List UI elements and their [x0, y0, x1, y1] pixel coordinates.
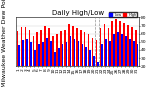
Bar: [54, 52, 56, 82]
Bar: [97, 62, 99, 82]
Bar: [137, 44, 139, 82]
Bar: [89, 50, 91, 82]
Bar: [101, 44, 103, 82]
Bar: [85, 47, 87, 82]
Bar: [105, 39, 107, 82]
Legend: Low, High: Low, High: [109, 12, 137, 17]
Bar: [74, 39, 75, 82]
Bar: [18, 45, 20, 82]
Bar: [115, 19, 117, 82]
Bar: [108, 28, 109, 82]
Bar: [135, 30, 137, 82]
Bar: [104, 24, 105, 82]
Bar: [80, 30, 82, 82]
Bar: [112, 21, 113, 82]
Bar: [32, 36, 34, 82]
Bar: [88, 34, 89, 82]
Bar: [50, 41, 52, 82]
Bar: [121, 34, 123, 82]
Bar: [66, 42, 67, 82]
Bar: [78, 41, 79, 82]
Bar: [123, 23, 125, 82]
Bar: [17, 31, 18, 82]
Bar: [68, 24, 70, 82]
Bar: [52, 36, 54, 82]
Bar: [131, 27, 133, 82]
Bar: [46, 38, 48, 82]
Bar: [64, 30, 66, 82]
Bar: [119, 21, 121, 82]
Bar: [56, 34, 58, 82]
Bar: [82, 44, 83, 82]
Bar: [58, 48, 60, 82]
Bar: [28, 30, 30, 82]
Bar: [129, 39, 131, 82]
Bar: [34, 50, 36, 82]
Bar: [76, 28, 78, 82]
Bar: [26, 39, 28, 82]
Bar: [133, 41, 135, 82]
Bar: [60, 31, 62, 82]
Bar: [125, 36, 127, 82]
Bar: [92, 38, 93, 82]
Text: Milwaukee Weather Dew Point: Milwaukee Weather Dew Point: [2, 0, 7, 87]
Bar: [21, 27, 22, 82]
Bar: [30, 42, 32, 82]
Bar: [84, 32, 85, 82]
Bar: [127, 25, 129, 82]
Bar: [70, 36, 71, 82]
Bar: [42, 42, 44, 82]
Bar: [44, 25, 46, 82]
Bar: [113, 34, 115, 82]
Bar: [62, 44, 64, 82]
Bar: [100, 28, 101, 82]
Bar: [36, 32, 38, 82]
Bar: [25, 27, 26, 82]
Bar: [117, 32, 119, 82]
Bar: [48, 28, 50, 82]
Bar: [72, 25, 74, 82]
Bar: [96, 40, 97, 82]
Bar: [38, 44, 40, 82]
Title: Daily High/Low: Daily High/Low: [52, 10, 104, 16]
Bar: [93, 56, 95, 82]
Bar: [22, 40, 24, 82]
Bar: [40, 30, 42, 82]
Bar: [109, 41, 111, 82]
